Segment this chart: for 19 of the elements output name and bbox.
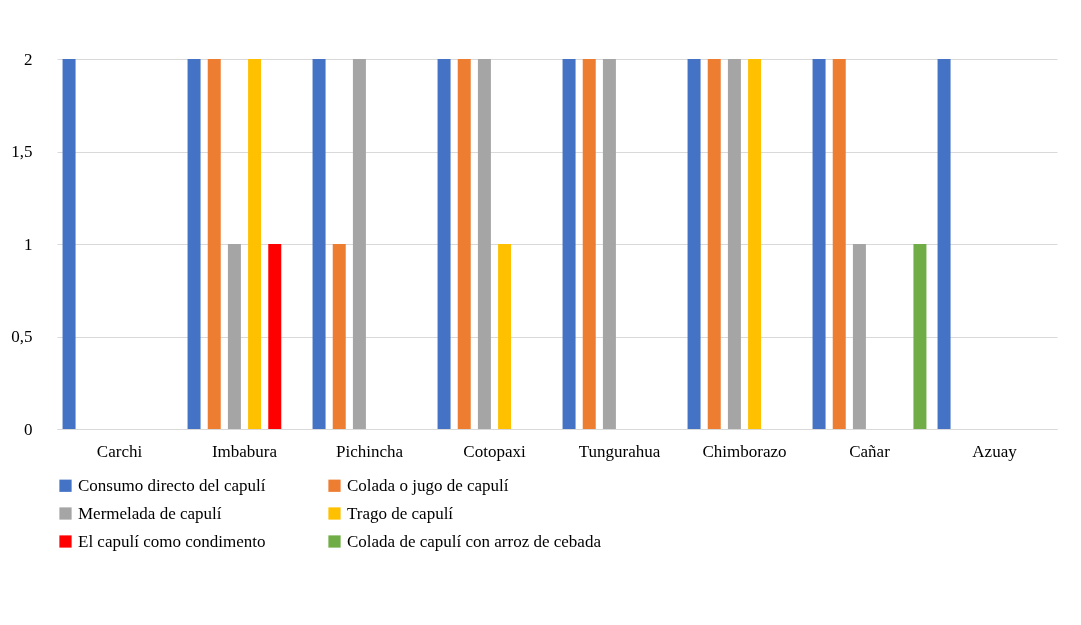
- y-tick-label: 1: [24, 234, 33, 254]
- legend-label: El capulí como condimento: [78, 531, 266, 551]
- legend-label: Trago de capulí: [347, 503, 454, 523]
- legend-label: Consumo directo del capulí: [78, 475, 266, 495]
- legend-label: Mermelada de capulí: [78, 503, 222, 523]
- legend-label: Colada de capulí con arroz de cebada: [347, 531, 602, 551]
- x-tick-label: Azuay: [972, 441, 1018, 461]
- x-tick-label: Pichincha: [335, 441, 404, 461]
- x-tick-label: Imbabura: [211, 441, 278, 461]
- y-tick-label: 1,5: [11, 142, 33, 161]
- x-tick-label: Tungurahua: [578, 441, 661, 461]
- y-tick-label: 2: [24, 49, 33, 69]
- y-tick-label: 0,5: [11, 327, 33, 346]
- x-tick-label: Chimborazo: [702, 441, 787, 461]
- x-tick-label: Carchi: [96, 441, 143, 461]
- x-tick-label: Cotopaxi: [463, 441, 526, 461]
- legend-label: Colada o jugo de capulí: [347, 475, 509, 495]
- y-tick-label: 0: [24, 419, 33, 439]
- x-tick-label: Cañar: [849, 441, 891, 461]
